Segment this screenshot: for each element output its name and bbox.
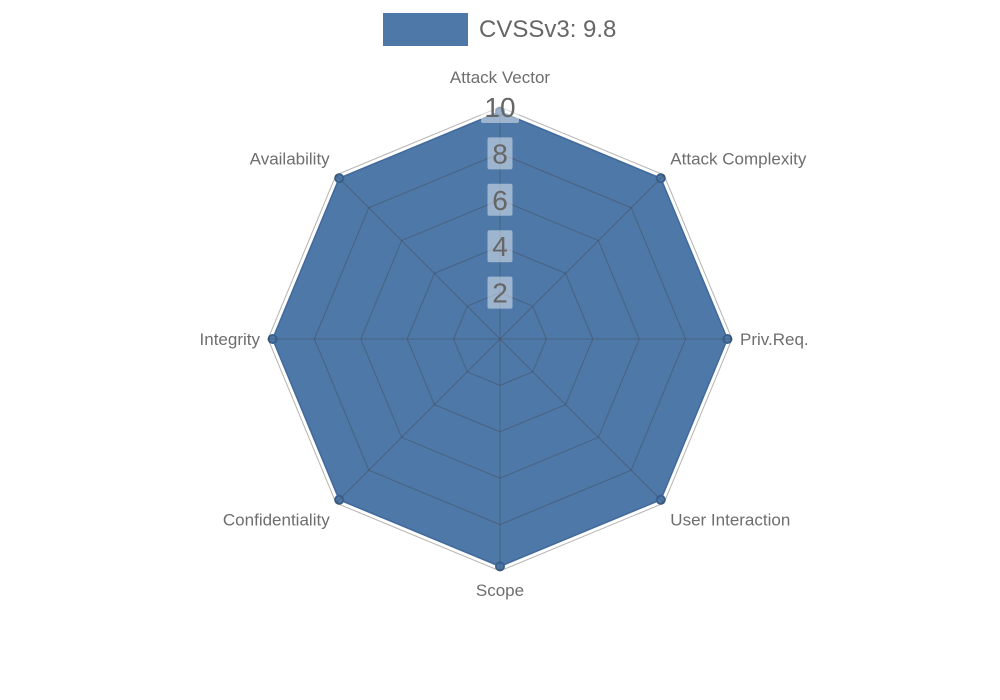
tick-label-8: 8 xyxy=(492,138,508,169)
radar-series xyxy=(267,106,733,572)
radar-vertex-marker xyxy=(495,106,505,117)
legend-swatch[interactable] xyxy=(383,13,468,46)
axis-label-attack-vector: Attack Vector xyxy=(450,68,550,87)
radar-vertex-marker xyxy=(267,334,278,344)
tick-label-6: 6 xyxy=(492,185,508,216)
tick-label-bg xyxy=(487,230,513,263)
radar-grid-spoke xyxy=(499,338,665,504)
radar-vertex-marker xyxy=(655,173,666,184)
radar-grid-spoke xyxy=(335,338,501,504)
radar-grid-ring xyxy=(406,245,594,433)
axis-label-user-interaction: User Interaction xyxy=(670,510,790,529)
axis-label-confidentiality: Confidentiality xyxy=(223,510,330,529)
radar-vertex-marker xyxy=(334,173,345,184)
radar-grid-ring xyxy=(453,292,547,386)
legend-label: CVSSv3: 9.8 xyxy=(479,16,617,43)
axis-label-priv-req: Priv.Req. xyxy=(740,330,809,349)
tick-label-4: 4 xyxy=(492,231,508,262)
radar-axis-labels: Attack Vector Attack Complexity Priv.Req. U… xyxy=(200,68,809,600)
radar-grid-ring xyxy=(313,152,687,526)
radar-vertex-marker xyxy=(495,561,505,572)
legend[interactable]: CVSSv3: 9.8 xyxy=(383,13,616,46)
axis-label-scope: Scope xyxy=(476,581,524,600)
axis-label-availability: Availability xyxy=(250,150,331,169)
tick-label-bg xyxy=(487,276,513,309)
radar-vertex-marker xyxy=(722,334,733,344)
radar-grid-ring xyxy=(267,106,733,572)
tick-label-bg xyxy=(487,137,513,170)
radar-vertex-marker xyxy=(334,494,345,505)
radar-grid-ring xyxy=(360,199,640,479)
axis-label-attack-complexity: Attack Complexity xyxy=(670,150,807,169)
tick-label-10: 10 xyxy=(484,92,515,123)
axis-label-integrity: Integrity xyxy=(200,330,261,349)
tick-label-bg xyxy=(487,183,513,216)
tick-label-bg xyxy=(481,91,519,123)
radar-grid-spoke xyxy=(335,174,501,340)
radar-grid xyxy=(267,106,733,572)
radar-grid-spoke xyxy=(499,174,665,340)
tick-label-2: 2 xyxy=(492,278,508,309)
radar-vertex-marker xyxy=(655,494,666,505)
radar-tick-labels: 2 4 6 8 10 xyxy=(481,91,519,309)
